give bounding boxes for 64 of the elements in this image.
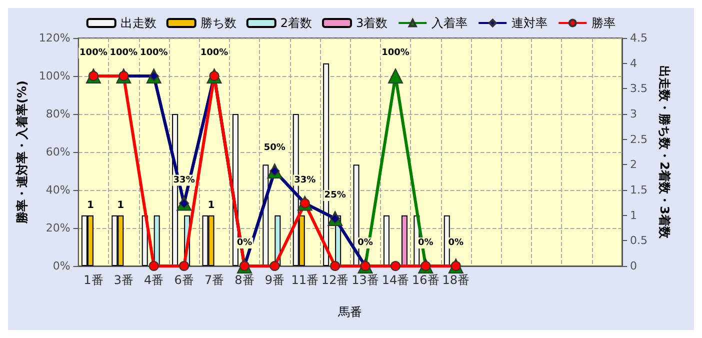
x-tick-label: 3番 bbox=[114, 273, 134, 287]
legend-label: 2着数 bbox=[280, 16, 312, 30]
legend-label: 連対率 bbox=[512, 16, 548, 30]
point bbox=[148, 261, 159, 271]
y2-tick-label: 2.5 bbox=[630, 132, 648, 146]
bar bbox=[383, 215, 390, 266]
y2-tick-label: 4.5 bbox=[630, 32, 648, 44]
legend-label: 勝ち数 bbox=[200, 16, 236, 30]
x-tick-label: 12番 bbox=[321, 273, 349, 287]
data-label: 0% bbox=[448, 238, 464, 248]
x-axis-title: 馬番 bbox=[337, 305, 362, 319]
data-label: 33% bbox=[173, 175, 195, 186]
data-label: 100% bbox=[382, 48, 410, 58]
y-tick-label: 20% bbox=[46, 222, 70, 234]
x-tick-label: 14番 bbox=[382, 273, 410, 287]
legend-label: 3着数 bbox=[356, 16, 388, 30]
y-tick-label: 80% bbox=[46, 108, 70, 120]
data-label: 0% bbox=[236, 238, 252, 248]
x-tick-label: 16番 bbox=[412, 273, 440, 287]
legend-label: 出走数 bbox=[120, 16, 156, 30]
data-label: 25% bbox=[324, 190, 346, 200]
x-tick-label: 1番 bbox=[84, 273, 104, 287]
data-label: 1 bbox=[86, 200, 94, 211]
legend-label: 入着率 bbox=[432, 16, 468, 30]
x-tick-label: 4番 bbox=[144, 273, 164, 287]
bar bbox=[401, 215, 408, 266]
x-tick-label: 18番 bbox=[442, 273, 470, 287]
point bbox=[330, 261, 340, 271]
data-label: 100% bbox=[140, 48, 168, 58]
bar bbox=[154, 215, 160, 266]
y2-tick-label: 1.5 bbox=[630, 184, 648, 196]
y-tick-label: 40% bbox=[46, 184, 70, 196]
y2-tick-label: 3.5 bbox=[630, 82, 648, 96]
data-label: 33% bbox=[294, 175, 316, 186]
y2-tick-label: 0.5 bbox=[630, 234, 648, 248]
y2-tick-label: 0 bbox=[630, 260, 637, 272]
data-label: 50% bbox=[264, 143, 286, 153]
y2-tick-label: 1 bbox=[630, 208, 637, 222]
point bbox=[388, 68, 403, 84]
y-axis-title: 勝率・連対率・入着率(%) bbox=[15, 80, 29, 224]
y2-tick-label: 2 bbox=[630, 158, 637, 172]
data-label: 1 bbox=[117, 200, 124, 211]
data-label: 0% bbox=[418, 238, 434, 248]
data-label: 100% bbox=[80, 48, 108, 58]
x-tick-label: 13番 bbox=[352, 273, 379, 287]
data-label: 0% bbox=[358, 238, 373, 248]
x-tick-label: 6番 bbox=[174, 273, 194, 287]
y-tick-label: 120% bbox=[38, 32, 70, 44]
x-tick-label: 8番 bbox=[234, 273, 254, 287]
x-tick-label: 11番 bbox=[291, 273, 319, 287]
y2-axis-title: 出走数・勝ち数・2着数・3着数 bbox=[657, 66, 672, 240]
data-label: 100% bbox=[200, 48, 228, 58]
point bbox=[270, 261, 280, 271]
point bbox=[179, 261, 190, 271]
y-tick-label: 0% bbox=[52, 260, 70, 272]
y-tick-label: 100% bbox=[38, 70, 70, 82]
y2-tick-label: 4 bbox=[630, 56, 637, 70]
data-label: 1 bbox=[208, 200, 215, 211]
y2-tick-label: 3 bbox=[630, 108, 637, 120]
data-label: 100% bbox=[110, 48, 138, 58]
y-tick-label: 60% bbox=[46, 146, 70, 158]
legend-label: 勝率 bbox=[592, 16, 616, 30]
x-tick-label: 9番 bbox=[264, 273, 284, 287]
x-tick-label: 7番 bbox=[204, 273, 224, 287]
